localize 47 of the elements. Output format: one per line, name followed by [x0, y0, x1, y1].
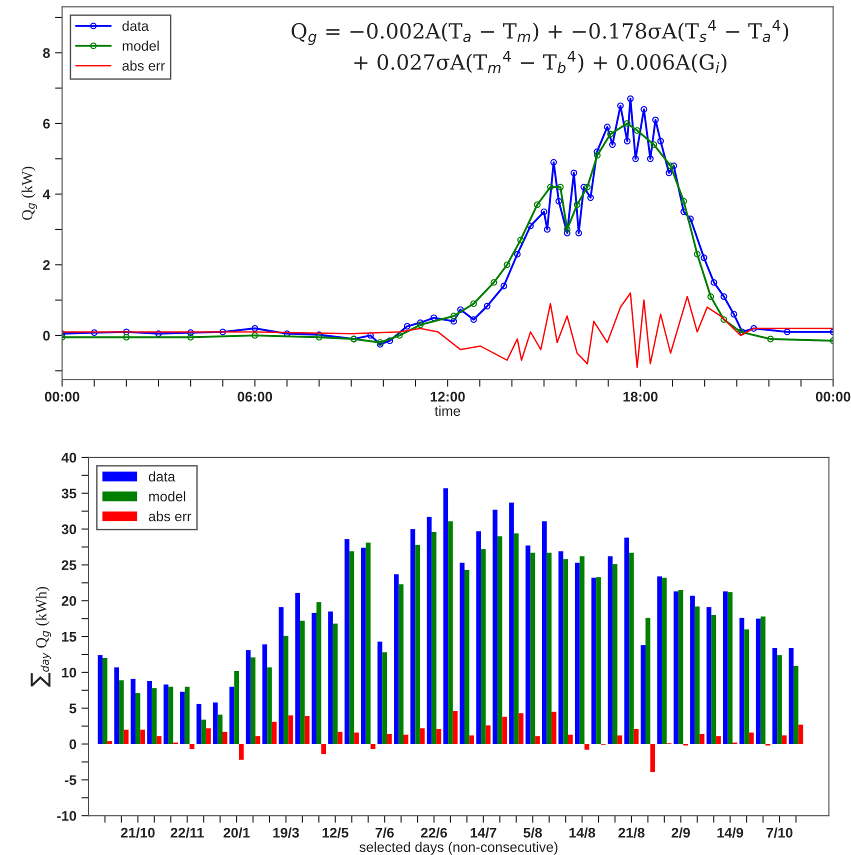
x-tick-label: 06:00 [238, 392, 272, 402]
y-tick-label: 0 [43, 330, 50, 341]
y-axis-title: Q$_{g}$ (kW) [22, 166, 37, 220]
x-tick-label: 14/8 [569, 827, 596, 838]
x-tick-label: 5/8 [524, 827, 542, 838]
x-tick-label: 21/8 [618, 827, 645, 838]
y-tick-label: 15 [62, 632, 76, 642]
text: + 0.027σA(T$_{m}$$^{4}$ − T$_{b}$$^{4}$) + 0.006A(G$_{i}$) [354, 50, 726, 74]
x-tick-label: 20/1 [224, 827, 250, 838]
x-tick-label: 12/5 [322, 827, 348, 838]
legend-label: abs err [148, 511, 192, 522]
legend-label: abs err [122, 60, 165, 71]
y-tick-label: 2 [43, 260, 50, 270]
x-axis-title: selected days (non-consecutive) [359, 842, 558, 855]
y-tick-label: -10 [57, 811, 76, 821]
x-tick-label: 14/9 [718, 827, 744, 838]
text: Q$_{g}$ = −0.002A(T$_{a}$ − T$_{m}$) + −0.178σA(T$_{s}$$^{4}$ − T$_{a}$$^{4}$) [292, 20, 788, 45]
y-tick-label: 0 [70, 739, 76, 750]
y-tick-label: 8 [43, 48, 50, 58]
y-tick-label: 20 [62, 596, 76, 606]
legend-label: model [122, 40, 159, 51]
legend-label: data [122, 20, 149, 31]
x-tick-label: 12:00 [430, 392, 465, 402]
legend-label: model [149, 491, 186, 502]
legend-label: data [148, 471, 176, 482]
x-tick-label: 7/6 [376, 827, 394, 838]
x-tick-label: 21/10 [120, 827, 155, 838]
x-axis-title: time [434, 406, 460, 416]
y-tick-label: 40 [61, 452, 76, 463]
y-tick-label: 5 [69, 704, 76, 714]
y-tick-label: 10 [62, 668, 76, 678]
x-tick-label: 22/11 [170, 827, 204, 838]
y-axis-title: ∑$_{day}$ Q$_{g}$ (kWh) [30, 586, 52, 687]
y-tick-label: 25 [62, 560, 76, 570]
y-tick-label: -5 [64, 775, 76, 786]
x-tick-label: 2/9 [672, 827, 690, 838]
x-tick-label: 19/3 [273, 827, 299, 838]
x-tick-label: 00:00 [816, 392, 850, 402]
x-tick-label: 00:00 [44, 392, 80, 402]
y-tick-label: 4 [42, 190, 50, 200]
y-tick-label: 30 [62, 524, 76, 534]
x-tick-label: 22/6 [420, 827, 448, 838]
x-tick-label: 7/10 [766, 827, 792, 838]
x-tick-label: 14/7 [470, 827, 496, 838]
y-tick-label: 35 [62, 488, 76, 498]
x-tick-label: 18:00 [623, 392, 658, 402]
y-tick-label: 6 [43, 118, 50, 129]
